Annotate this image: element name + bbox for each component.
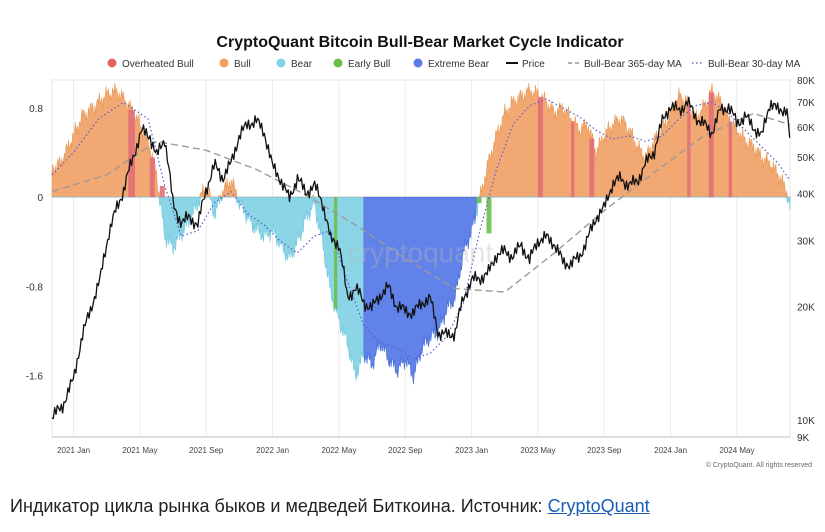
chart-legend: Overheated Bull Bull Bear Early Bull Extreme…: [107, 58, 801, 70]
legend-label: Bear: [291, 59, 313, 70]
legend-dot: [276, 58, 286, 68]
x-tick-label: 2023 Sep: [587, 446, 622, 455]
watermark: cryptoquant: [347, 237, 494, 268]
x-tick-label: 2022 Jan: [256, 446, 289, 455]
legend-item: Overheated Bull: [107, 58, 194, 70]
legend-item: Bull-Bear 30-day MA: [692, 59, 801, 70]
x-tick-label: 2023 May: [520, 446, 555, 455]
overheated-bull-band: [687, 105, 691, 198]
x-tick-label: 2021 Sep: [189, 446, 224, 455]
source-note: © CryptoQuant. All rights reserved: [706, 461, 812, 469]
y-left-tick-label: -0.8: [26, 282, 44, 293]
y-right-tick-label: 9K: [797, 433, 810, 444]
y-right-tick-label: 20K: [797, 303, 815, 314]
x-tick-label: 2023 Jan: [455, 446, 488, 455]
y-left-tick-label: 0: [37, 193, 43, 204]
overheated-bull-band: [708, 92, 714, 198]
legend-item: Bull: [219, 58, 251, 70]
overheated-bull-band: [159, 185, 165, 198]
x-tick-label: 2024 Jan: [654, 446, 687, 455]
legend-item: Price: [506, 59, 545, 70]
legend-label: Extreme Bear: [428, 59, 490, 70]
ma30-line: [51, 98, 791, 360]
x-tick-label: 2022 Sep: [388, 446, 423, 455]
overheated-bull-band: [589, 138, 595, 198]
x-tick-label: 2022 May: [321, 446, 356, 455]
y-right-tick-label: 40K: [797, 189, 815, 200]
overheated-bull-band: [571, 121, 575, 198]
overheated-bull-band: [728, 121, 732, 198]
early-bull-band: [486, 197, 492, 234]
x-tick-label: 2021 May: [122, 446, 157, 455]
legend-item: Bull-Bear 365-day MA: [568, 59, 682, 70]
y-right-tick-label: 50K: [797, 153, 815, 164]
legend-dot: [413, 58, 423, 68]
y-right-tick-label: 30K: [797, 236, 815, 247]
price-line: [51, 96, 791, 420]
legend-dot: [219, 58, 229, 68]
bull-bear-chart: CryptoQuant Bitcoin Bull-Bear Market Cyc…: [26, 34, 815, 469]
y-left-tick-label: 0.8: [29, 104, 43, 115]
y-right-tick-label: 10K: [797, 416, 815, 427]
legend-item: Extreme Bear: [413, 58, 490, 70]
extreme-bear-area: [363, 196, 477, 385]
overheated-bull-band: [537, 96, 543, 198]
legend-item: Bear: [276, 58, 313, 70]
x-tick-label: 2024 May: [719, 446, 754, 455]
legend-label: Early Bull: [348, 59, 390, 70]
legend-label: Price: [522, 59, 545, 70]
overheated-bull-band: [149, 157, 155, 198]
early-bull-band: [476, 197, 482, 204]
y-right-tick-label: 80K: [797, 76, 815, 87]
ma365-line: [51, 112, 791, 293]
legend-dot: [107, 58, 117, 68]
caption-text: Индикатор цикла рынка быков и медведей Б…: [10, 496, 548, 516]
y-right-tick-label: 70K: [797, 98, 815, 109]
early-bull-band: [333, 197, 338, 309]
legend-item: Early Bull: [333, 58, 390, 70]
y-right-tick-label: 60K: [797, 123, 815, 134]
legend-label: Overheated Bull: [122, 59, 194, 70]
source-link[interactable]: CryptoQuant: [547, 496, 650, 516]
legend-label: Bull-Bear 30-day MA: [708, 59, 801, 70]
y-left-tick-label: -1.6: [26, 372, 44, 383]
chart-container: CryptoQuant Bitcoin Bull-Bear Market Cyc…: [25, 34, 816, 469]
figure-caption: Индикатор цикла рынка быков и медведей Б…: [10, 496, 650, 517]
legend-dot: [333, 58, 343, 68]
x-tick-label: 2021 Jan: [57, 446, 90, 455]
chart-title: CryptoQuant Bitcoin Bull-Bear Market Cyc…: [216, 34, 623, 51]
legend-label: Bull-Bear 365-day MA: [584, 59, 682, 70]
overheated-bull-band: [128, 110, 135, 198]
legend-label: Bull: [234, 59, 251, 70]
